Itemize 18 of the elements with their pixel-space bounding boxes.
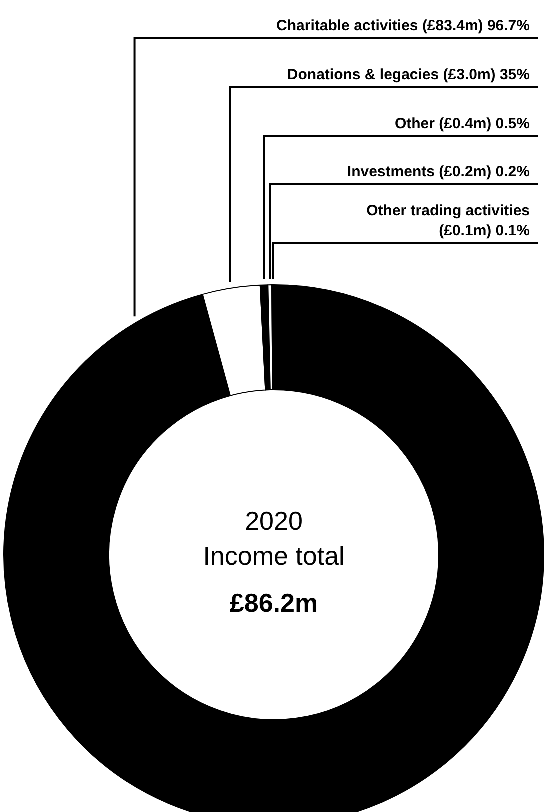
data-label: (£0.1m): [439, 222, 492, 240]
slice-label: Investments: [347, 164, 435, 180]
slice-label: Charitable activities: [276, 18, 418, 34]
slice-label: Donations & legacies: [287, 66, 440, 84]
text: 0.5%: [496, 116, 530, 132]
text: 35%: [500, 66, 530, 84]
slice-label: Other: [394, 116, 436, 132]
data-label: (£0.2m): [439, 164, 492, 180]
text: 0.2%: [496, 164, 530, 180]
slice-label: Other trading activities: [366, 202, 530, 220]
text: 0.1%: [496, 222, 530, 240]
text: £86.2m: [230, 588, 318, 618]
text: Income total: [203, 541, 345, 571]
data-label: (£0.4m): [439, 116, 492, 132]
text: 2020: [245, 506, 303, 536]
data-label: (£3.0m): [443, 66, 496, 84]
text: 96.7%: [487, 18, 530, 34]
data-label: (£83.4m): [422, 18, 484, 34]
